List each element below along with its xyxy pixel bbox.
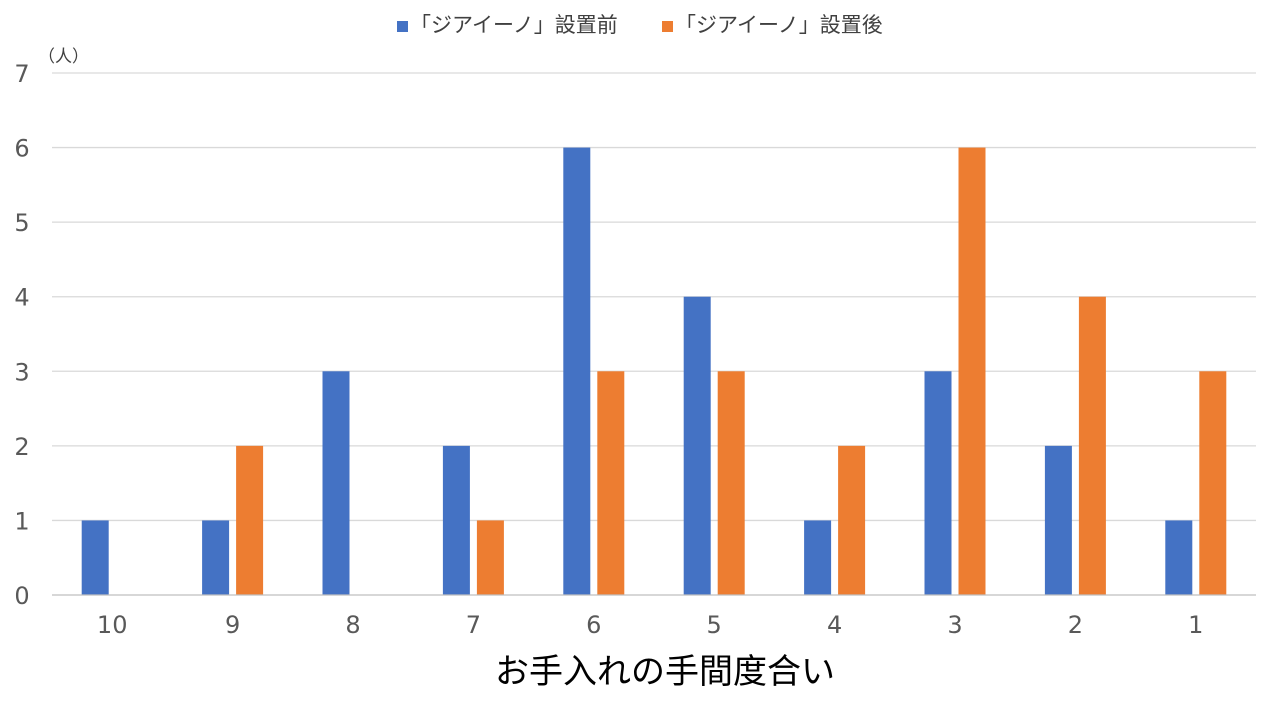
x-axis-title: お手入れの手間度合い [495, 652, 835, 692]
x-tick-label: 4 [827, 611, 842, 639]
bar-before-3 [924, 371, 952, 595]
bar-before-1 [1165, 520, 1193, 595]
y-tick-label: 4 [14, 284, 29, 312]
bar-before-2 [1044, 445, 1072, 595]
bar-after-2 [1078, 296, 1106, 595]
bar-before-5 [683, 296, 711, 595]
x-tick-label: 2 [1068, 611, 1083, 639]
x-tick-label: 9 [225, 611, 240, 639]
bar-after-4 [838, 445, 866, 595]
bar-before-6 [563, 147, 591, 596]
bar-after-5 [717, 371, 745, 595]
legend-swatch-before [397, 21, 408, 32]
x-tick-label: 1 [1188, 611, 1203, 639]
bar-before-10 [81, 520, 109, 595]
legend-label-before: 「ジアイーノ」設置前 [410, 13, 618, 37]
gridlines [52, 72, 1256, 522]
legend-swatch-after [662, 21, 673, 32]
bar-after-3 [958, 147, 986, 596]
y-tick-label: 0 [14, 582, 29, 610]
legend: 「ジアイーノ」設置前 「ジアイーノ」設置後 [397, 13, 883, 37]
bar-before-7 [442, 445, 470, 595]
bar-after-6 [597, 371, 625, 595]
x-tick-label: 3 [947, 611, 962, 639]
x-tick-label: 8 [345, 611, 360, 639]
bar-after-9 [236, 445, 264, 595]
bar-after-7 [476, 520, 504, 595]
y-tick-label: 3 [14, 358, 29, 386]
bar-after-1 [1199, 371, 1227, 595]
bar-before-9 [202, 520, 230, 595]
y-tick-label: 5 [14, 209, 29, 237]
bar-before-4 [804, 520, 832, 595]
x-tick-label: 10 [97, 611, 128, 639]
y-tick-label: 6 [14, 135, 29, 163]
x-tick-label: 7 [466, 611, 481, 639]
y-tick-label: 7 [14, 60, 29, 88]
y-tick-label: 2 [14, 433, 29, 461]
y-tick-label: 1 [14, 507, 29, 535]
x-tick-label: 5 [707, 611, 722, 639]
x-tick-label: 6 [586, 611, 601, 639]
axes: 0 1 2 3 4 5 6 7 10 9 8 7 6 5 4 3 2 1 [14, 60, 1256, 639]
bars [81, 147, 1227, 596]
y-axis-unit: （人） [38, 47, 89, 67]
legend-label-after: 「ジアイーノ」設置後 [675, 13, 883, 37]
bar-before-8 [322, 371, 350, 595]
